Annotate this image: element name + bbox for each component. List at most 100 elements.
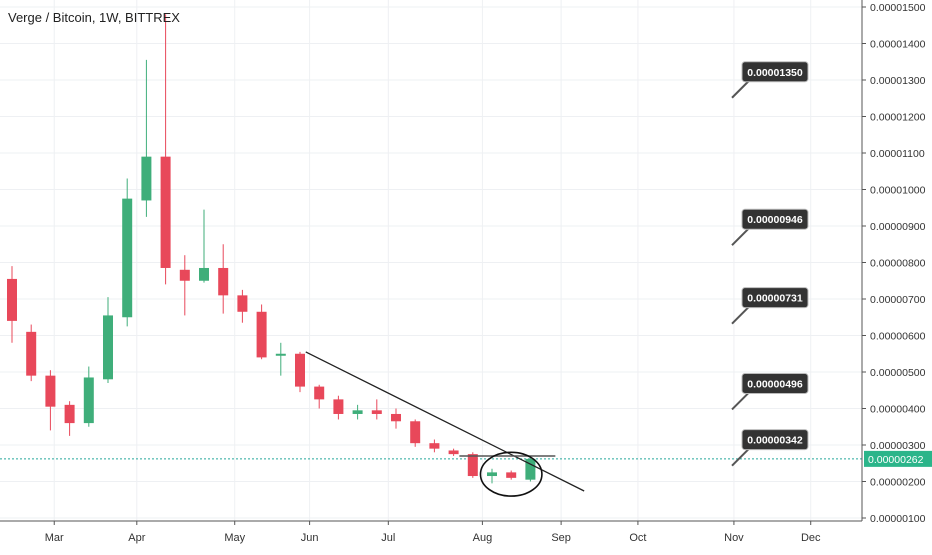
- y-tick-label: 0.00001000: [870, 185, 926, 197]
- y-tick-label: 0.00000200: [870, 477, 926, 489]
- candle-body: [487, 472, 497, 477]
- y-tick-label: 0.00000900: [870, 221, 926, 233]
- hand-drawn-circle: [479, 451, 543, 497]
- current-price-line: 0.00000262: [0, 450, 932, 467]
- candle-body: [525, 458, 536, 480]
- candle-up: [83, 366, 94, 427]
- y-tick-label: 0.00000100: [870, 513, 926, 525]
- candle-body: [218, 267, 229, 296]
- current-price-label-bg: [864, 450, 932, 467]
- callout-label: 0.00000946: [747, 214, 803, 226]
- candle-down: [448, 448, 459, 456]
- price-callout: 0.00000731: [731, 287, 809, 325]
- callout-pointer: [731, 226, 751, 246]
- axes: 0.00001500 0.00001400 0.00001300 0.00001200…: [0, 0, 926, 544]
- candle-body: [352, 410, 363, 414]
- candle-body: [45, 375, 56, 407]
- candle-body: [83, 377, 94, 424]
- candle-body: [333, 399, 344, 414]
- price-callout: 0.00000496: [731, 372, 809, 411]
- candle-up: [199, 209, 209, 283]
- candle-body: [199, 267, 209, 281]
- candle-body: [506, 472, 517, 478]
- chart-title: Verge / Bitcoin, 1W, BITTREX: [8, 10, 180, 25]
- callout-box: [741, 287, 809, 309]
- candle-body: [410, 421, 421, 444]
- candle-down: [371, 399, 382, 420]
- x-tick-label: Aug: [473, 532, 493, 544]
- x-tick-label: Dec: [801, 532, 821, 544]
- candle-down: [256, 304, 267, 360]
- candle-down: [391, 408, 401, 429]
- candle-body: [467, 454, 478, 477]
- x-tick-label: May: [224, 532, 245, 544]
- callout-label: 0.00000496: [747, 378, 803, 390]
- candle-down: [333, 395, 344, 420]
- candle-body: [179, 269, 190, 281]
- current-price-label: 0.00000262: [868, 454, 924, 466]
- candle-body: [7, 278, 17, 321]
- y-tick-label: 0.00001400: [870, 39, 926, 51]
- x-tick-label: Jun: [301, 532, 319, 544]
- callout-box: [741, 429, 809, 451]
- y-tick-label: 0.00001500: [870, 2, 926, 14]
- candle-down: [26, 324, 37, 382]
- candle-body: [160, 156, 171, 268]
- candle-down: [7, 266, 17, 343]
- callout-box: [741, 208, 809, 230]
- price-callout: 0.00000946: [731, 208, 809, 246]
- candle-up: [122, 178, 133, 327]
- candle-up: [103, 297, 113, 383]
- candle-body: [237, 295, 248, 312]
- candle-body: [314, 386, 325, 400]
- trendline: [305, 351, 585, 492]
- callout-box: [741, 372, 809, 394]
- y-tick-label: 0.00000800: [870, 258, 926, 270]
- candle-up: [141, 59, 152, 217]
- candle-down: [45, 370, 56, 431]
- candles: [7, 14, 536, 484]
- callout-pointer: [731, 390, 751, 411]
- candle-down: [429, 439, 440, 453]
- price-callouts: 0.00001350 0.00000946 0.00000731 0.00000496…: [731, 61, 809, 467]
- candle-down: [218, 244, 229, 314]
- candle-down: [410, 419, 421, 447]
- y-tick-label: 0.00001200: [870, 112, 926, 124]
- candle-up: [275, 342, 286, 376]
- y-tick-label: 0.00000300: [870, 440, 926, 452]
- candle-body: [141, 156, 152, 201]
- candle-body: [295, 353, 305, 387]
- candle-up: [525, 455, 536, 482]
- y-tick-label: 0.00000700: [870, 294, 926, 306]
- x-tick-label: Apr: [128, 532, 145, 544]
- candle-up: [487, 468, 497, 484]
- candle-down: [64, 401, 75, 436]
- x-tick-label: Mar: [45, 532, 64, 544]
- candle-down: [295, 351, 305, 393]
- candle-body: [26, 331, 37, 376]
- callout-label: 0.00001350: [747, 67, 803, 79]
- y-tick-label: 0.00000500: [870, 367, 926, 379]
- candle-body: [275, 353, 286, 356]
- candle-down: [506, 470, 517, 480]
- candle-body: [371, 410, 382, 414]
- callout-pointer: [731, 79, 751, 99]
- candle-down: [237, 289, 248, 323]
- candle-body: [429, 443, 440, 449]
- candle-body: [448, 450, 459, 455]
- y-tick-label: 0.00000600: [870, 331, 926, 343]
- price-callout: 0.00000342: [731, 429, 809, 467]
- candle-body: [64, 404, 75, 424]
- candle-body: [256, 311, 267, 358]
- callout-box: [741, 61, 809, 83]
- callout-label: 0.00000342: [747, 435, 803, 447]
- x-tick-label: Sep: [551, 532, 571, 544]
- y-tick-label: 0.00001300: [870, 75, 926, 87]
- y-tick-label: 0.00001100: [870, 148, 925, 160]
- candle-down: [179, 255, 190, 316]
- candle-body: [103, 315, 113, 380]
- candle-up: [352, 404, 363, 420]
- x-tick-label: Nov: [724, 532, 744, 544]
